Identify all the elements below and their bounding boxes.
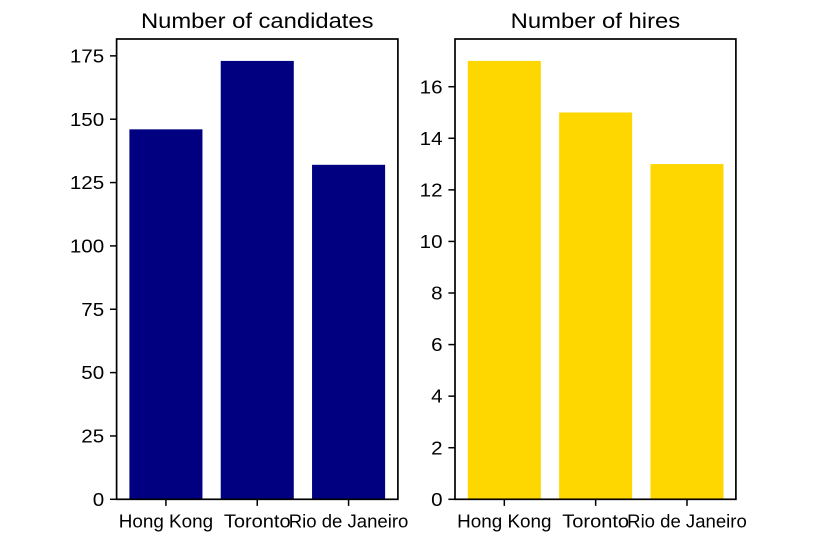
svg-text:50: 50 bbox=[81, 363, 104, 383]
svg-text:150: 150 bbox=[70, 110, 104, 130]
svg-text:8: 8 bbox=[431, 284, 442, 304]
svg-text:75: 75 bbox=[81, 300, 104, 320]
svg-text:Rio de Janeiro: Rio de Janeiro bbox=[289, 511, 409, 531]
svg-text:125: 125 bbox=[70, 173, 104, 193]
svg-text:6: 6 bbox=[431, 335, 442, 355]
svg-text:100: 100 bbox=[70, 236, 104, 256]
svg-text:12: 12 bbox=[420, 180, 443, 200]
svg-text:Hong Kong: Hong Kong bbox=[457, 511, 551, 531]
svg-text:Toronto: Toronto bbox=[224, 511, 291, 531]
svg-text:Rio de Janeiro: Rio de Janeiro bbox=[627, 511, 747, 531]
svg-text:Number of hires: Number of hires bbox=[511, 10, 681, 33]
svg-text:Toronto: Toronto bbox=[562, 511, 629, 531]
svg-text:0: 0 bbox=[431, 490, 442, 510]
svg-text:25: 25 bbox=[81, 427, 104, 447]
svg-text:175: 175 bbox=[70, 46, 104, 66]
svg-text:Number of candidates: Number of candidates bbox=[141, 10, 374, 33]
svg-text:14: 14 bbox=[420, 129, 443, 149]
svg-text:2: 2 bbox=[431, 438, 442, 458]
svg-text:4: 4 bbox=[431, 387, 442, 407]
svg-text:10: 10 bbox=[420, 232, 443, 252]
svg-text:16: 16 bbox=[420, 77, 443, 97]
svg-text:0: 0 bbox=[93, 490, 104, 510]
svg-text:Hong Kong: Hong Kong bbox=[119, 511, 213, 531]
